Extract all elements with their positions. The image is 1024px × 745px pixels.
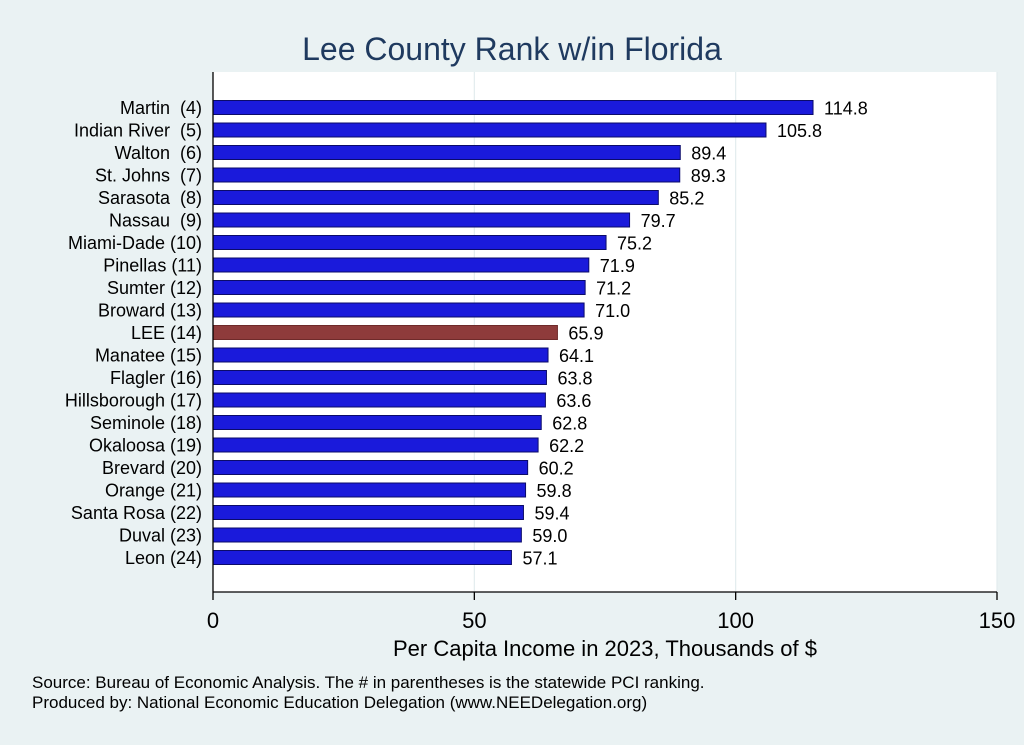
- value-label: 59.0: [532, 526, 567, 546]
- value-label: 89.4: [691, 144, 726, 164]
- chart-title: Lee County Rank w/in Florida: [302, 31, 722, 67]
- producer-note: Produced by: National Economic Education…: [32, 693, 648, 712]
- category-label: St. Johns (7): [95, 166, 202, 186]
- x-axis-title: Per Capita Income in 2023, Thousands of …: [393, 636, 817, 661]
- category-label: Pinellas (11): [103, 256, 202, 276]
- category-label: Okaloosa (19): [89, 436, 202, 456]
- bar: [212, 550, 512, 565]
- value-label: 75.2: [617, 234, 652, 254]
- value-label: 64.1: [559, 346, 594, 366]
- bar: [212, 392, 546, 408]
- category-label: Santa Rosa (22): [71, 503, 202, 523]
- value-label: 57.1: [522, 549, 557, 569]
- bar: [212, 167, 681, 183]
- bar: [212, 100, 814, 115]
- category-label: Walton (6): [115, 143, 202, 163]
- category-label: Orange (21): [105, 481, 202, 501]
- bar: [212, 437, 539, 453]
- bars: Martin (4) 114.8 Indian River (5) 105.8 Walt…: [65, 98, 868, 569]
- x-tick-label: 50: [462, 608, 486, 633]
- bar: [212, 122, 767, 138]
- x-tick-label: 150: [979, 608, 1016, 633]
- category-label: Brevard (20): [102, 458, 202, 478]
- bar: [212, 212, 631, 228]
- category-label: Seminole (18): [90, 413, 202, 433]
- category-label: Sarasota (8): [98, 188, 202, 208]
- source-note: Source: Bureau of Economic Analysis. The…: [32, 673, 705, 692]
- value-label: 89.3: [691, 166, 726, 186]
- value-label: 59.4: [534, 504, 569, 524]
- category-label: Hillsborough (17): [65, 391, 202, 411]
- value-label: 71.9: [600, 256, 635, 276]
- value-label: 71.0: [595, 301, 630, 321]
- value-label: 62.2: [549, 436, 584, 456]
- category-label: Martin (4): [120, 98, 202, 118]
- category-label: Leon (24): [125, 548, 202, 568]
- category-label: Indian River (5): [74, 121, 202, 141]
- value-label: 85.2: [669, 189, 704, 209]
- value-label: 63.6: [556, 391, 591, 411]
- value-label: 60.2: [539, 459, 574, 479]
- category-label: LEE (14): [131, 323, 202, 343]
- bar: [212, 280, 586, 295]
- category-label: Nassau (9): [109, 211, 202, 231]
- value-label: 62.8: [552, 414, 587, 434]
- x-tick-label: 100: [717, 608, 754, 633]
- category-label: Duval (23): [119, 526, 202, 546]
- bar: [212, 325, 558, 340]
- bar: [212, 190, 659, 205]
- bar: [212, 527, 522, 543]
- bar-chart: Lee County Rank w/in Florida Martin (4) 1…: [65, 31, 1015, 661]
- bar: [212, 235, 607, 250]
- category-label: Miami-Dade (10): [68, 233, 202, 253]
- value-label: 71.2: [596, 279, 631, 299]
- value-label: 59.8: [537, 481, 572, 501]
- bar: [212, 145, 681, 160]
- bar: [212, 460, 529, 475]
- category-label: Manatee (15): [95, 346, 202, 366]
- value-label: 65.9: [568, 324, 603, 344]
- x-tick-label: 0: [207, 608, 219, 633]
- bar: [212, 347, 549, 363]
- bar: [212, 482, 527, 498]
- value-label: 114.8: [824, 99, 868, 119]
- bar: [212, 257, 590, 273]
- category-label: Flagler (16): [110, 368, 202, 388]
- category-label: Sumter (12): [107, 278, 202, 298]
- bar: [212, 415, 542, 430]
- bar: [212, 370, 547, 385]
- value-label: 63.8: [557, 369, 592, 389]
- bar: [212, 505, 524, 520]
- category-label: Broward (13): [98, 301, 202, 321]
- axes: 0 50 100 150: [207, 72, 1015, 633]
- value-label: 79.7: [641, 211, 676, 231]
- value-label: 105.8: [777, 121, 822, 141]
- bar: [212, 302, 585, 318]
